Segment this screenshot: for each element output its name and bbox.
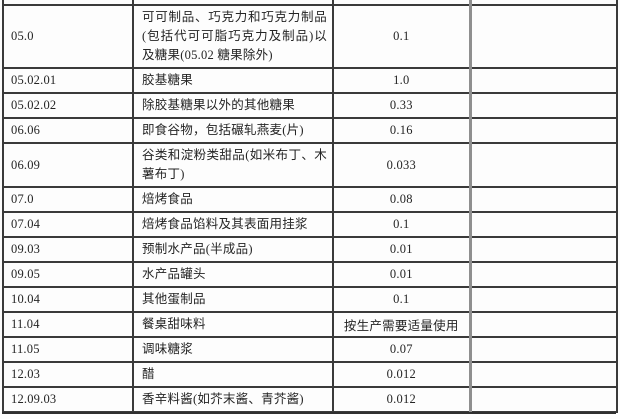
value-cell: 0.07 xyxy=(332,336,472,363)
value-cell: 0.1 xyxy=(332,286,472,313)
horizontal-rule-below-table xyxy=(2,412,616,414)
table-row: 09.03 预制水产品(半成品) 0.01 xyxy=(2,236,618,263)
remark-cell xyxy=(468,117,618,144)
food-additive-table: 05.0 可可制品、巧克力和巧克力制品(包括代可可脂巧克力及制品)以及糖果(05… xyxy=(2,0,618,413)
category-cell: 谷类和淀粉类甜品(如米布丁、木薯布丁) xyxy=(132,142,334,188)
category-cell: 焙烤食品 xyxy=(132,186,334,213)
category-cell: 香辛料酱(如芥末酱、青芥酱) xyxy=(132,386,334,413)
table-row: 11.05 调味糖浆 0.07 xyxy=(2,336,618,363)
value-cell: 0.012 xyxy=(332,361,472,388)
table-row: 05.02.02 除胶基糖果以外的其他糖果 0.33 xyxy=(2,92,618,119)
value-cell: 1.0 xyxy=(332,67,472,94)
value-cell: 0.1 xyxy=(332,211,472,238)
remark-cell xyxy=(468,286,618,313)
partial-value-cell xyxy=(332,0,472,6)
value-cell: 0.1 xyxy=(332,4,472,69)
table-row: 07.0 焙烤食品 0.08 xyxy=(2,186,618,213)
value-cell: 0.33 xyxy=(332,92,472,119)
category-cell: 其他蛋制品 xyxy=(132,286,334,313)
category-cell: 醋 xyxy=(132,361,334,388)
table-row: 11.04 餐桌甜味料 按生产需要适量使用 xyxy=(2,311,618,338)
table-row: 05.02.01 胶基糖果 1.0 xyxy=(2,67,618,94)
table-row: 05.0 可可制品、巧克力和巧克力制品(包括代可可脂巧克力及制品)以及糖果(05… xyxy=(2,4,618,69)
partial-top-row xyxy=(2,0,618,6)
category-cell: 胶基糖果 xyxy=(132,67,334,94)
remark-cell xyxy=(468,361,618,388)
value-cell: 0.16 xyxy=(332,117,472,144)
code-cell: 09.03 xyxy=(2,236,134,263)
code-cell: 07.04 xyxy=(2,211,134,238)
value-cell: 0.01 xyxy=(332,261,472,288)
category-cell: 调味糖浆 xyxy=(132,336,334,363)
table-row: 07.04 焙烤食品馅料及其表面用挂浆 0.1 xyxy=(2,211,618,238)
value-cell: 0.012 xyxy=(332,386,472,413)
code-cell: 05.02.01 xyxy=(2,67,134,94)
remark-cell xyxy=(468,386,618,413)
remark-cell xyxy=(468,67,618,94)
table-row: 09.05 水产品罐头 0.01 xyxy=(2,261,618,288)
table-row: 12.09.03 香辛料酱(如芥末酱、青芥酱) 0.012 xyxy=(2,386,618,413)
table-row: 06.09 谷类和淀粉类甜品(如米布丁、木薯布丁) 0.033 xyxy=(2,142,618,188)
code-cell: 12.03 xyxy=(2,361,134,388)
code-cell: 12.09.03 xyxy=(2,386,134,413)
category-cell: 可可制品、巧克力和巧克力制品(包括代可可脂巧克力及制品)以及糖果(05.02 糖… xyxy=(132,4,334,69)
code-cell: 09.05 xyxy=(2,261,134,288)
partial-remark-cell xyxy=(468,0,618,6)
code-cell: 06.09 xyxy=(2,142,134,188)
partial-category-cell xyxy=(132,0,334,6)
remark-cell xyxy=(468,4,618,69)
code-cell: 05.0 xyxy=(2,4,134,69)
remark-cell xyxy=(468,186,618,213)
code-cell: 11.04 xyxy=(2,311,134,338)
category-cell: 焙烤食品馅料及其表面用挂浆 xyxy=(132,211,334,238)
remark-cell xyxy=(468,211,618,238)
code-cell: 05.02.02 xyxy=(2,92,134,119)
value-cell: 按生产需要适量使用 xyxy=(332,311,472,338)
code-cell: 07.0 xyxy=(2,186,134,213)
value-cell: 0.08 xyxy=(332,186,472,213)
table-row: 10.04 其他蛋制品 0.1 xyxy=(2,286,618,313)
code-cell: 10.04 xyxy=(2,286,134,313)
table-body: 05.0 可可制品、巧克力和巧克力制品(包括代可可脂巧克力及制品)以及糖果(05… xyxy=(2,0,618,413)
partial-code-cell xyxy=(2,0,134,6)
table-row: 12.03 醋 0.012 xyxy=(2,361,618,388)
category-cell: 即食谷物，包括碾轧燕麦(片) xyxy=(132,117,334,144)
value-cell: 0.01 xyxy=(332,236,472,263)
value-cell: 0.033 xyxy=(332,142,472,188)
remark-cell xyxy=(468,311,618,338)
category-cell: 餐桌甜味料 xyxy=(132,311,334,338)
category-cell: 除胶基糖果以外的其他糖果 xyxy=(132,92,334,119)
remark-cell xyxy=(468,261,618,288)
code-cell: 11.05 xyxy=(2,336,134,363)
code-cell: 06.06 xyxy=(2,117,134,144)
remark-cell xyxy=(468,336,618,363)
table-row: 06.06 即食谷物，包括碾轧燕麦(片) 0.16 xyxy=(2,117,618,144)
category-cell: 预制水产品(半成品) xyxy=(132,236,334,263)
remark-cell xyxy=(468,92,618,119)
category-cell: 水产品罐头 xyxy=(132,261,334,288)
remark-cell xyxy=(468,236,618,263)
remark-cell xyxy=(468,142,618,188)
